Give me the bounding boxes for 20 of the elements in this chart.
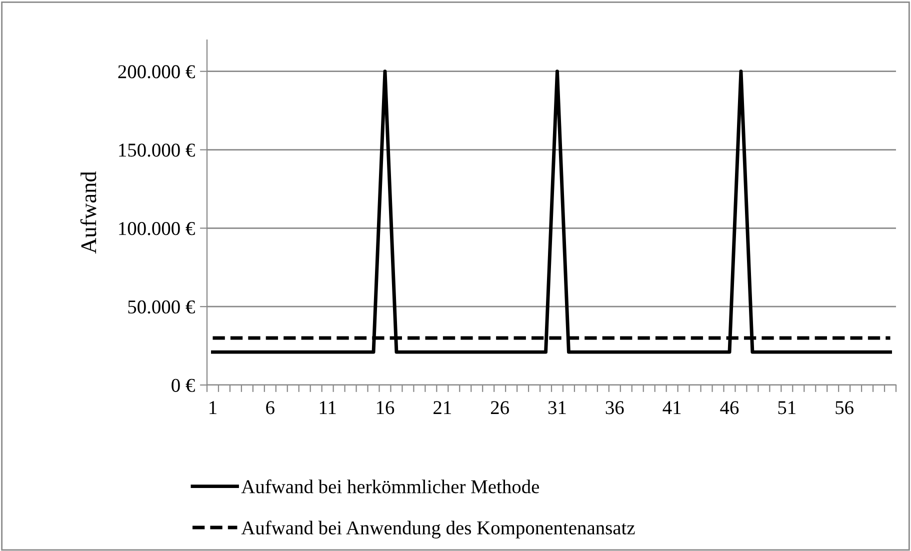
x-tick-label: 11: [320, 401, 336, 414]
y-axis-title: Aufwand: [80, 171, 96, 254]
x-tick-label: 56: [836, 401, 854, 414]
x-tick-label: 31: [548, 401, 566, 414]
legend-label: Aufwand bei Anwendung des Komponentenansatz: [241, 520, 635, 538]
x-tick-label: 21: [434, 401, 451, 414]
x-tick-label: 46: [720, 401, 739, 414]
y-tick-label: 0 €: [172, 378, 195, 392]
x-tick-label: 26: [490, 401, 509, 414]
x-tick-label: 51: [778, 401, 796, 414]
x-tick-label: 16: [376, 401, 394, 414]
legend-label: Aufwand bei herkömmlicher Methode: [241, 479, 540, 494]
x-tick-label: 6: [266, 401, 274, 414]
y-tick-label: 150.000 €: [119, 144, 195, 157]
x-tick-label: 36: [606, 401, 624, 414]
y-tick-label: 100.000 €: [119, 222, 195, 236]
x-tick-label: 1: [210, 401, 216, 414]
y-tick-label: 200.000 €: [118, 65, 195, 78]
x-tick-label: 41: [662, 401, 681, 414]
y-tick-label: 50.000 €: [128, 300, 195, 314]
